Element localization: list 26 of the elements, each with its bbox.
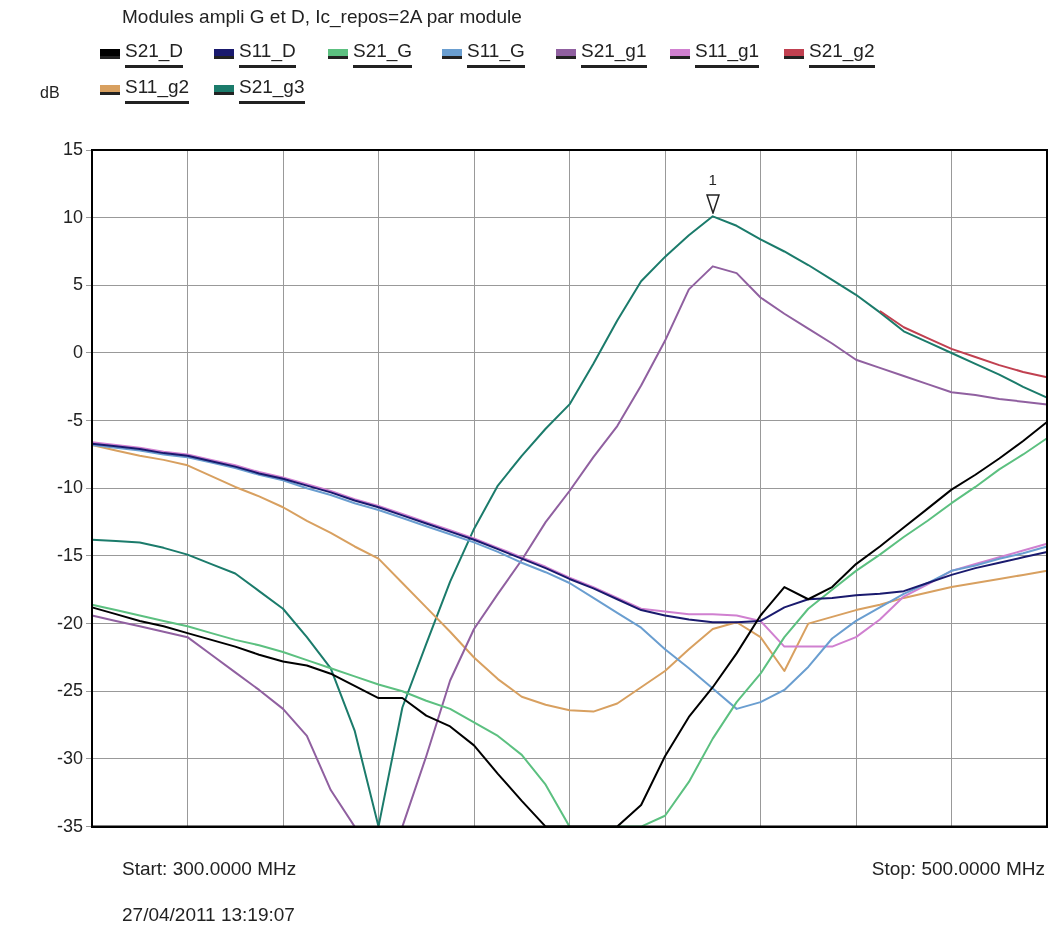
legend-label: S21_g1 <box>581 40 647 68</box>
legend-label: S11_G <box>467 40 525 68</box>
legend-label: S21_g3 <box>239 76 305 104</box>
text: Stop: 500.0000 MHz <box>871 858 1045 880</box>
y-tick-label: -20 <box>56 612 83 633</box>
y-axis-title: dB <box>40 84 60 102</box>
y-tick-label: 0 <box>72 341 83 362</box>
y-tick-label: 15 <box>62 138 83 159</box>
legend-label: S11_D <box>239 40 296 68</box>
text: 27/04/2011 13:19:07 <box>122 904 295 926</box>
legend-label: S11_g1 <box>695 40 760 68</box>
y-tick-label: -35 <box>56 815 83 836</box>
text: Start: 300.0000 MHz <box>122 858 297 880</box>
annotation: 1 <box>708 170 717 188</box>
legend-label: S21_g2 <box>809 40 875 68</box>
y-tick-label: 10 <box>62 206 83 227</box>
legend-label: S21_D <box>125 40 184 68</box>
y-tick-label: -15 <box>56 544 83 565</box>
y-tick-label: -30 <box>56 747 83 768</box>
y-tick-label: -10 <box>56 477 83 498</box>
y-tick-label: -25 <box>56 680 83 701</box>
y-tick-label: -5 <box>66 409 83 430</box>
legend-label: S11_g2 <box>125 76 190 104</box>
chart-title: Modules ampli G et D, Ic_repos=2A par module <box>122 6 522 28</box>
legend-label: S21_G <box>353 40 413 68</box>
y-tick-label: 5 <box>72 274 83 295</box>
